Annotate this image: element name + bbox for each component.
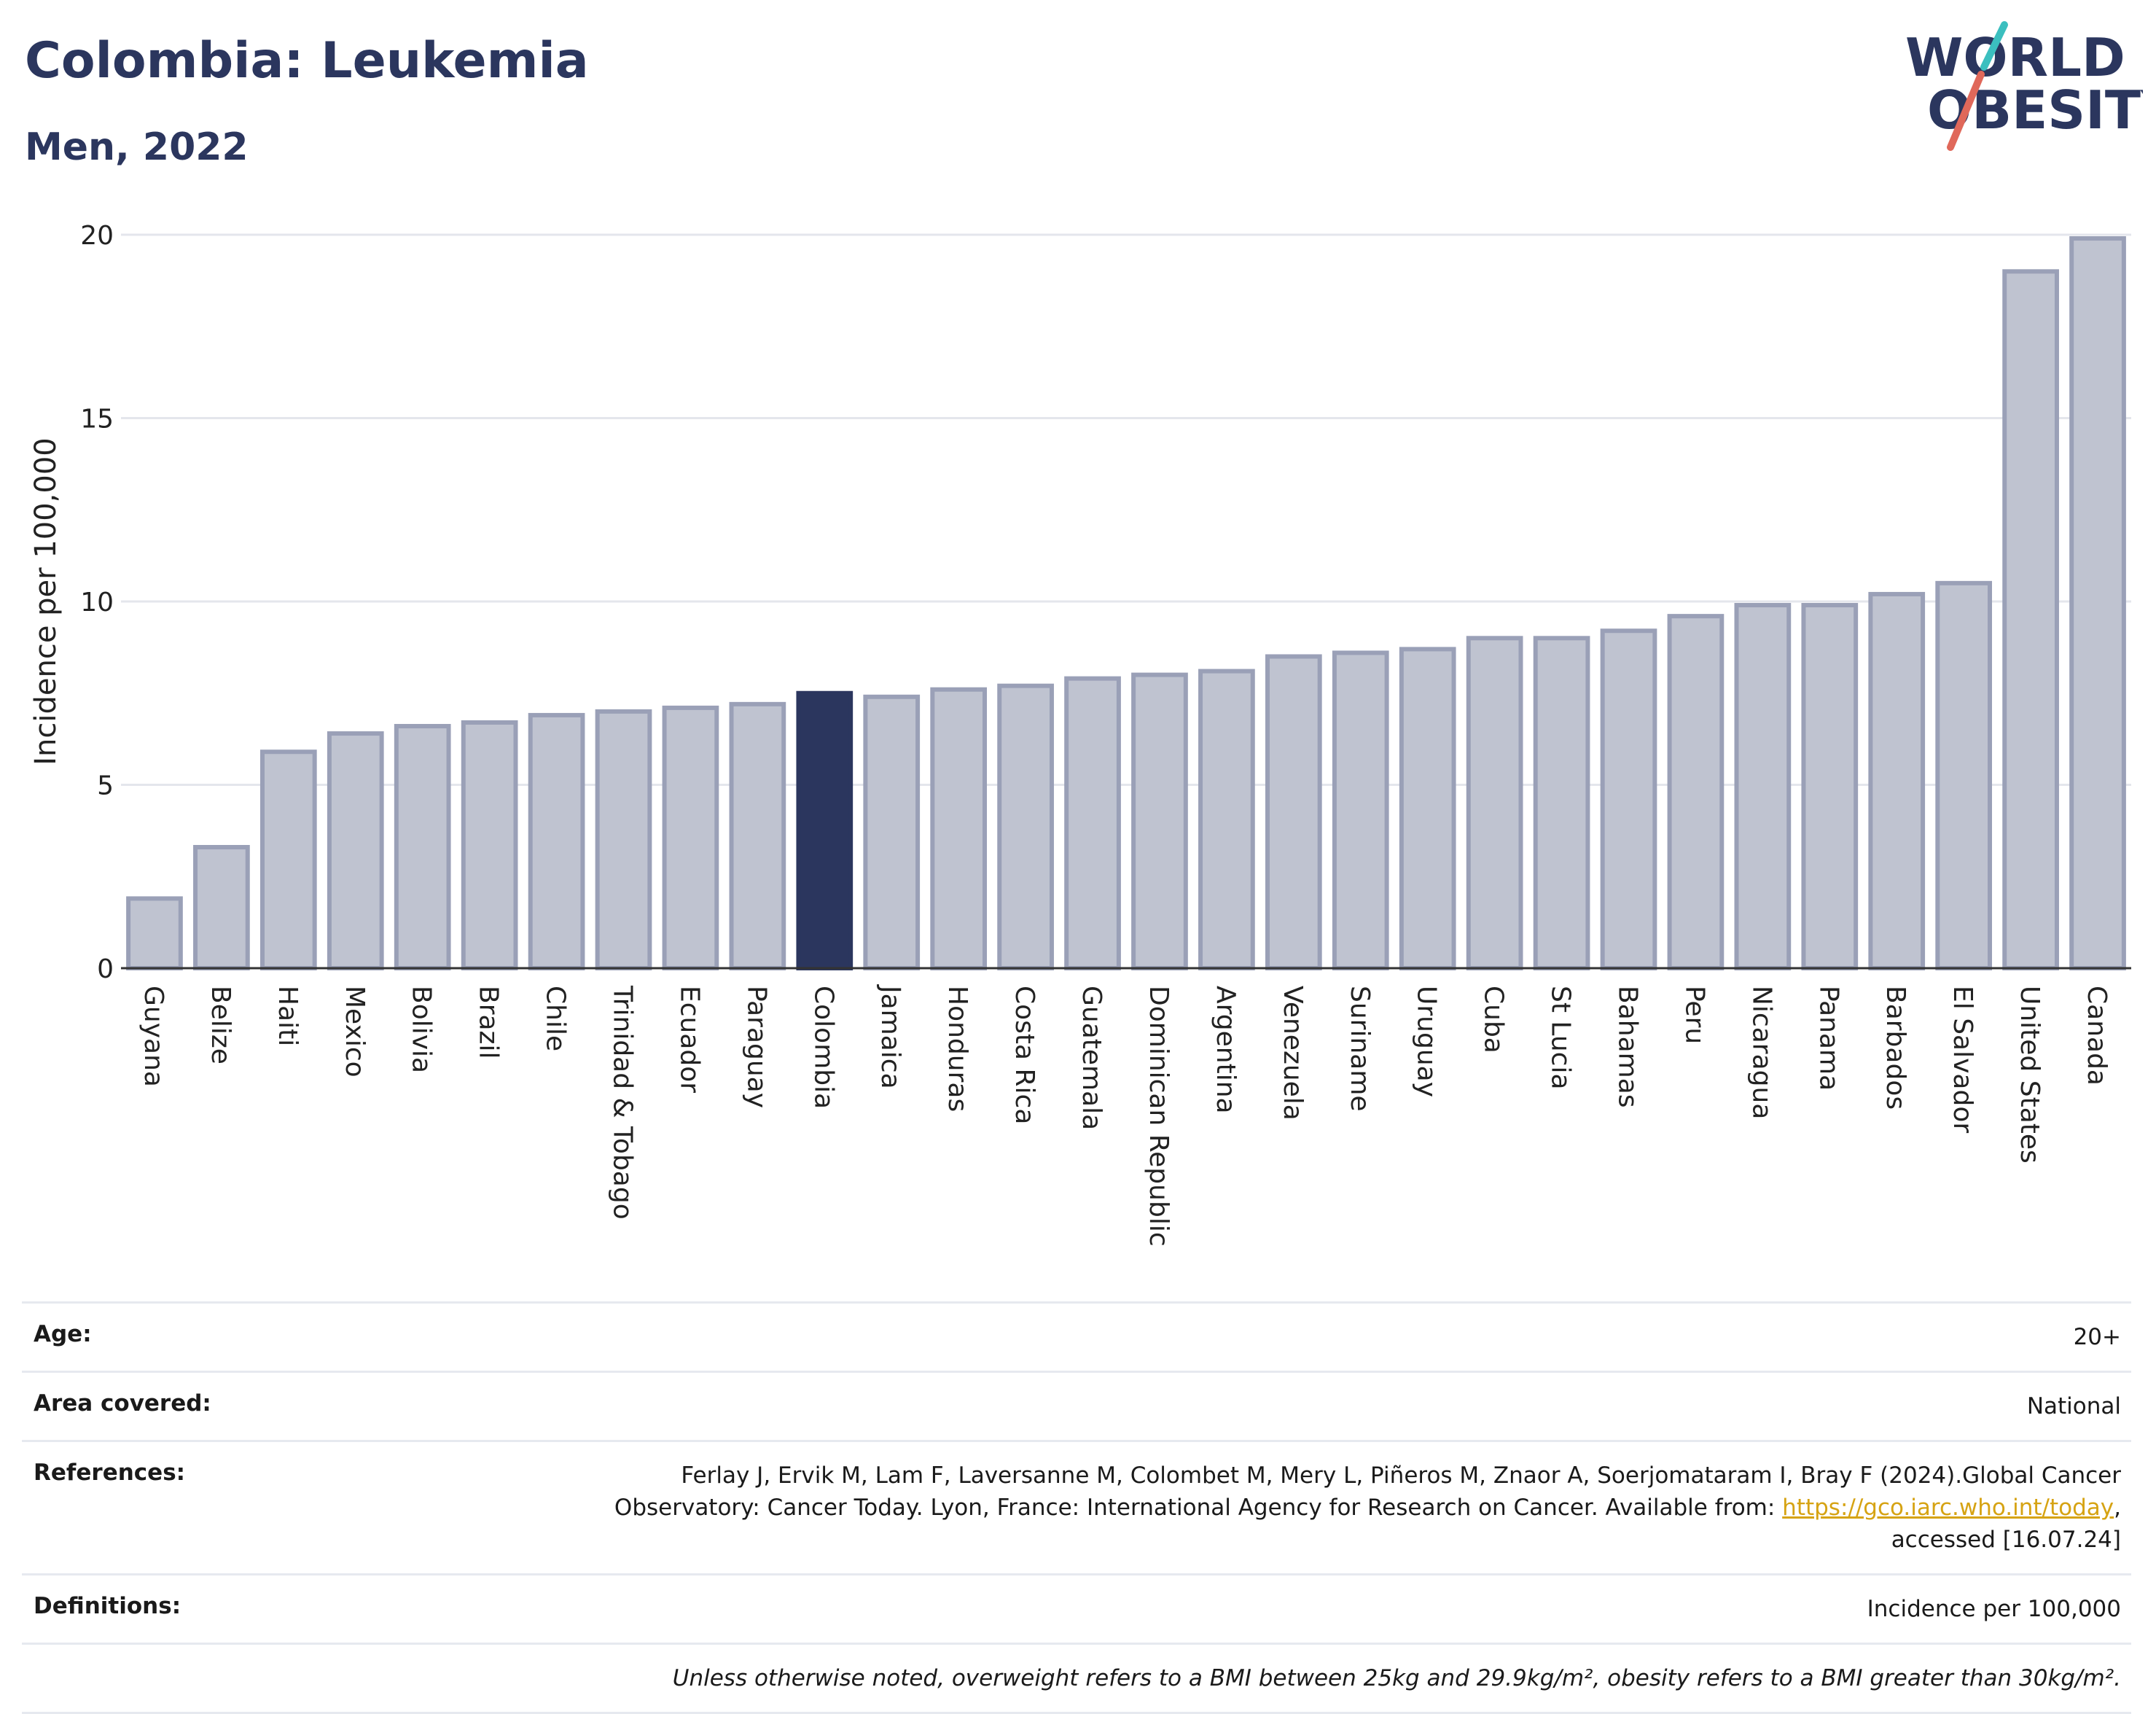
x-tick-label: Ecuador (674, 986, 704, 1093)
bar-united-states (2002, 269, 2059, 970)
y-tick-label: 10 (80, 588, 114, 618)
bar-bolivia (394, 724, 451, 971)
meta-row-age: Age: 20+ (22, 1301, 2131, 1371)
bars (126, 236, 2126, 971)
bar-el-salvador (1935, 580, 1993, 970)
bar-brazil (461, 720, 518, 970)
bar-jamaica (863, 694, 921, 971)
bar-colombia (796, 690, 854, 970)
y-tick-label: 15 (80, 405, 114, 435)
bar-argentina (1198, 669, 1255, 970)
definitions-note: Unless otherwise noted, overweight refer… (672, 1665, 2121, 1692)
bar-panama (1801, 603, 1859, 971)
x-tick-label: Paraguay (741, 986, 771, 1108)
x-tick-label: El Salvador (1948, 986, 1977, 1133)
world-obesity-logo: WORLD OBESITY (1905, 21, 2143, 151)
references-label: References: (34, 1460, 186, 1487)
bar-bahamas (1600, 628, 1657, 970)
references-line-2-text: Observatory: Cancer Today. Lyon, France:… (614, 1495, 1783, 1522)
x-tick-label: Bolivia (407, 986, 437, 1073)
x-tick-label: United States (2015, 986, 2044, 1164)
y-axis-ticks: 0 5 10 15 20 (80, 221, 114, 984)
bar-uruguay (1399, 647, 1456, 970)
meta-row-references: References: Ferlay J, Ervik M, Lam F, La… (22, 1440, 2131, 1573)
chart-subtitle: Men, 2022 (25, 125, 249, 169)
grid-lines (121, 233, 2131, 786)
references-line-3: accessed [16.07.24] (1891, 1527, 2121, 1554)
x-axis-ticks: Guyana Belize Haiti Mexico Bolivia Brazil Chil… (138, 984, 2112, 1247)
bar-cuba (1466, 636, 1523, 970)
age-value: 20+ (2073, 1324, 2121, 1350)
bar-paraguay (729, 701, 786, 971)
area-label: Area covered: (34, 1390, 211, 1417)
x-tick-label: Barbados (1880, 986, 1910, 1110)
bar-guyana (126, 896, 183, 971)
references-line-2-end: , (2114, 1495, 2121, 1522)
x-tick-label: Panama (1813, 986, 1843, 1091)
x-tick-label: Honduras (942, 986, 972, 1112)
bar-trinidad-tobago (595, 709, 652, 971)
bar-suriname (1332, 650, 1389, 970)
x-tick-label: Guatemala (1077, 986, 1106, 1130)
bar-peru (1667, 614, 1725, 970)
x-tick-label: Nicaragua (1746, 986, 1776, 1119)
x-tick-label: Uruguay (1412, 986, 1442, 1097)
bar-mexico (327, 731, 384, 971)
y-tick-label: 5 (97, 771, 114, 801)
x-tick-label: Brazil (474, 986, 504, 1059)
references-link[interactable]: https://gco.iarc.who.int/today (1782, 1495, 2114, 1522)
metadata-table: Age: 20+ Area covered: National Referenc… (22, 1301, 2131, 1714)
x-tick-label: Costa Rica (1009, 986, 1039, 1124)
x-tick-label: Chile (541, 986, 571, 1051)
bar-ecuador (662, 705, 719, 970)
meta-row-definitions: Definitions: Incidence per 100,000 (22, 1573, 2131, 1643)
x-tick-label: Mexico (340, 986, 370, 1078)
x-tick-label: Bahamas (1613, 986, 1643, 1108)
chart-title: Colombia: Leukemia (25, 32, 589, 90)
x-tick-label: Haiti (273, 986, 302, 1046)
x-tick-label: St Lucia (1546, 986, 1576, 1090)
y-tick-label: 0 (97, 954, 114, 984)
x-tick-label: Colombia (808, 986, 838, 1109)
bar-dominican-republic (1131, 672, 1188, 970)
bar-chart: 0 5 10 15 20 Guyana Belize Haiti Mexico Bolivia B… (29, 221, 2131, 1247)
x-tick-label: Canada (2082, 986, 2112, 1086)
meta-row-note: Unless otherwise noted, overweight refer… (22, 1643, 2131, 1714)
x-tick-label: Peru (1679, 986, 1709, 1044)
x-tick-label: Jamaica (875, 984, 905, 1089)
y-tick-label: 20 (80, 221, 114, 251)
bar-barbados (1868, 591, 1926, 970)
definitions-label: Definitions: (34, 1593, 181, 1620)
bar-nicaragua (1734, 603, 1792, 971)
x-tick-label: Suriname (1345, 986, 1375, 1112)
x-tick-label: Belize (206, 986, 235, 1064)
bar-costa-rica (997, 683, 1054, 970)
age-label: Age: (34, 1321, 92, 1347)
logo-slash-coral (1947, 71, 1985, 151)
meta-row-area: Area covered: National (22, 1371, 2131, 1440)
y-axis-label: Incidence per 100,000 (29, 437, 63, 766)
references-line-2: Observatory: Cancer Today. Lyon, France:… (614, 1492, 2121, 1524)
x-tick-label: Cuba (1479, 986, 1509, 1053)
bar-canada (2069, 236, 2126, 970)
x-tick-label: Dominican Republic (1144, 986, 1173, 1247)
definitions-value: Incidence per 100,000 (1867, 1596, 2121, 1623)
x-tick-label: Argentina (1211, 986, 1241, 1114)
references-line-1: Ferlay J, Ervik M, Lam F, Laversanne M, … (681, 1462, 2121, 1489)
bar-honduras (930, 687, 988, 970)
bar-guatemala (1064, 676, 1121, 970)
x-tick-label: Venezuela (1278, 986, 1308, 1121)
area-value: National (2026, 1393, 2121, 1420)
x-tick-label: Trinidad & Tobago (608, 985, 638, 1220)
logo-line-1: WORLD (1905, 27, 2125, 88)
references-value: Ferlay J, Ervik M, Lam F, Laversanne M, … (614, 1460, 2121, 1556)
bar-st-lucia (1533, 636, 1590, 970)
bar-haiti (259, 749, 317, 970)
bar-venezuela (1265, 654, 1322, 970)
x-tick-label: Guyana (138, 986, 168, 1087)
bar-belize (193, 845, 250, 971)
bar-chile (528, 712, 585, 970)
logo-slash-teal (1980, 21, 2008, 71)
